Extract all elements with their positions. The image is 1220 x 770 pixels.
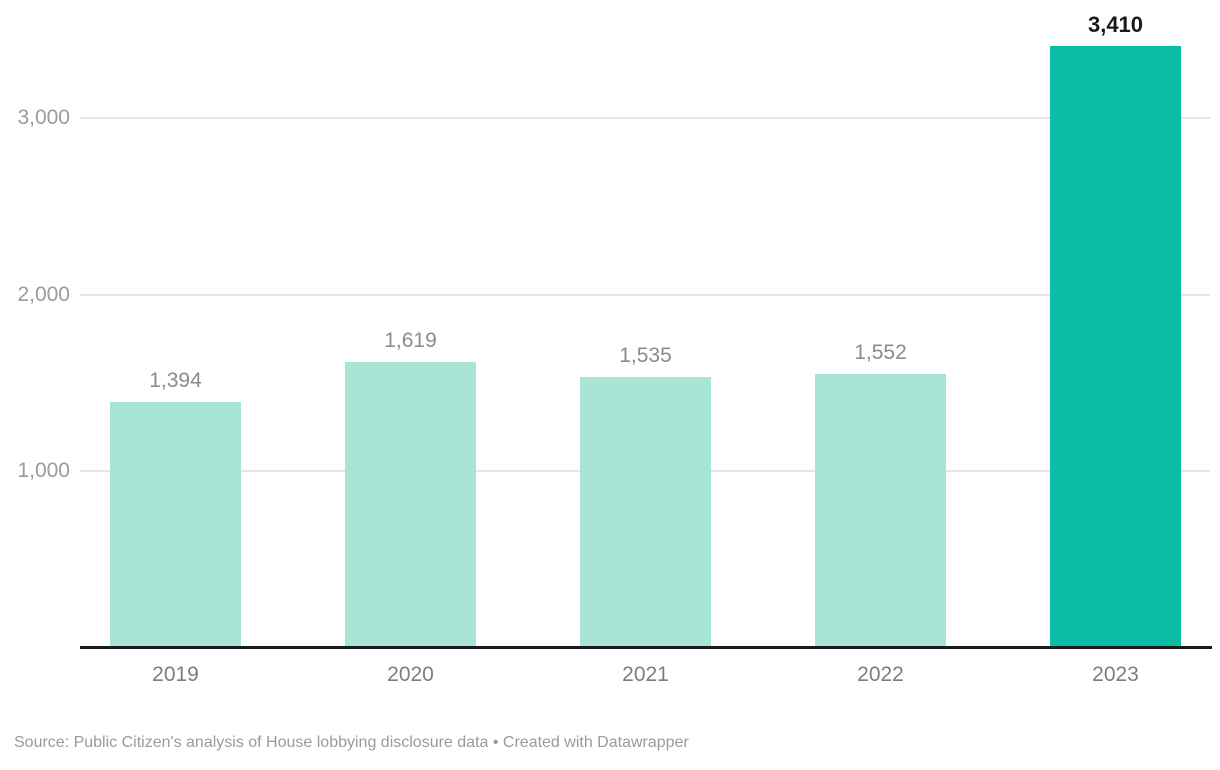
bar-2020 <box>345 362 476 647</box>
bar-2019 <box>110 402 241 647</box>
value-label: 1,535 <box>619 344 672 367</box>
gridline <box>80 294 1210 296</box>
x-axis-line <box>80 646 1212 649</box>
bar-2023 <box>1050 46 1181 647</box>
y-tick-label: 1,000 <box>17 459 70 482</box>
value-label: 1,619 <box>384 329 437 352</box>
bar-2021 <box>580 377 711 647</box>
x-tick-label: 2020 <box>387 663 434 686</box>
bar-2022 <box>815 374 946 647</box>
x-tick-label: 2023 <box>1092 663 1139 686</box>
y-tick-label: 2,000 <box>17 283 70 306</box>
x-tick-label: 2019 <box>152 663 199 686</box>
value-label: 3,410 <box>1087 12 1144 37</box>
y-tick-label: 3,000 <box>17 106 70 129</box>
source-note: Source: Public Citizen's analysis of Hou… <box>14 734 689 751</box>
value-label: 1,552 <box>854 341 907 364</box>
gridline <box>80 117 1210 119</box>
x-tick-label: 2022 <box>857 663 904 686</box>
value-label: 1,394 <box>149 369 202 392</box>
x-tick-label: 2021 <box>622 663 669 686</box>
